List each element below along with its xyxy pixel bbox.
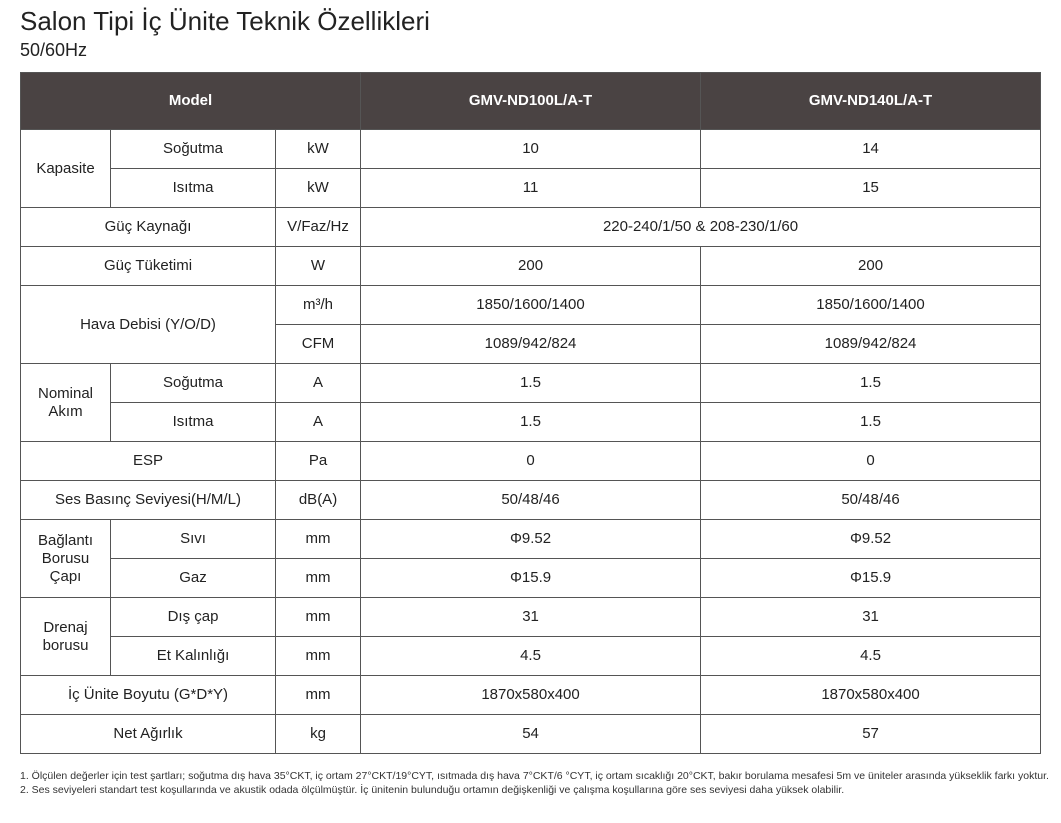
- group-label-line: Borusu: [41, 549, 90, 567]
- table-row: CFM 1089/942/824 1089/942/824: [21, 324, 1042, 364]
- value-cell: 50/48/46: [700, 480, 1042, 520]
- header-model: Model: [19, 72, 362, 130]
- row-unit: kW: [274, 129, 362, 169]
- table-row: Isıtma A 1.5 1.5: [21, 402, 1042, 442]
- row-unit: A: [274, 363, 362, 403]
- row-unit: m³/h: [274, 285, 362, 325]
- row-label: Soğutma: [110, 129, 276, 169]
- row-label: Dış çap: [110, 597, 276, 637]
- group-nominal-akim: Nominal Akım: [20, 363, 111, 442]
- row-unit: mm: [274, 636, 362, 676]
- value-cell: 1870x580x400: [360, 675, 702, 715]
- value-cell: 10: [360, 129, 702, 169]
- group-label-line: borusu: [42, 636, 89, 654]
- row-label: Güç Tüketimi: [20, 246, 276, 286]
- table-row: Isıtma kW 11 15: [21, 168, 1042, 208]
- group-label-line: Drenaj: [43, 618, 88, 636]
- header-model-1: GMV-ND100L/A-T: [360, 72, 702, 130]
- value-cell: Φ9.52: [700, 519, 1042, 559]
- group-label-line: Bağlantı: [37, 531, 94, 549]
- group-baglanti: Bağlantı Borusu Çapı: [20, 519, 111, 598]
- value-cell: Φ15.9: [700, 558, 1042, 598]
- value-cell: 1870x580x400: [700, 675, 1042, 715]
- table-row: Net Ağırlık kg 54 57: [20, 714, 1042, 754]
- row-label: İç Ünite Boyutu (G*D*Y): [20, 675, 276, 715]
- row-label: Gaz: [110, 558, 276, 598]
- value-cell: 4.5: [360, 636, 702, 676]
- value-cell: 1850/1600/1400: [700, 285, 1042, 325]
- row-label: Soğutma: [110, 363, 276, 403]
- value-cell: 14: [700, 129, 1042, 169]
- value-cell: 15: [700, 168, 1042, 208]
- table-row: İç Ünite Boyutu (G*D*Y) mm 1870x580x400 …: [20, 675, 1042, 715]
- row-label: Hava Debisi (Y/O/D): [20, 285, 276, 364]
- value-cell: 11: [360, 168, 702, 208]
- page-subtitle: 50/60Hz: [20, 40, 88, 60]
- table-row: Drenaj borusu Dış çap mm 31 31: [20, 597, 1042, 676]
- row-unit: dB(A): [274, 480, 362, 520]
- value-cell: 1.5: [360, 402, 702, 442]
- row-unit: V/Faz/Hz: [274, 207, 362, 247]
- row-unit: kW: [274, 168, 362, 208]
- table-row: Et Kalınlığı mm 4.5 4.5: [21, 636, 1042, 676]
- footnote-1: 1. Ölçülen değerler için test şartları; …: [20, 770, 1049, 782]
- row-label: Isıtma: [110, 168, 276, 208]
- row-label: ESP: [20, 441, 276, 481]
- header-model-2: GMV-ND140L/A-T: [700, 72, 1042, 130]
- row-unit: mm: [274, 597, 362, 637]
- footnotes: 1. Ölçülen değerler için test şartları; …: [20, 770, 1050, 797]
- table-row: Bağlantı Borusu Çapı Sıvı mm Φ9.52 Φ9.52: [20, 519, 1042, 598]
- value-cell: 200: [360, 246, 702, 286]
- value-cell: 1.5: [360, 363, 702, 403]
- group-kapasite: Kapasite: [20, 129, 111, 208]
- row-label: Et Kalınlığı: [110, 636, 276, 676]
- group-label-line: Akım: [48, 402, 83, 420]
- row-label: Net Ağırlık: [20, 714, 276, 754]
- table-row: Güç Kaynağı V/Faz/Hz 220-240/1/50 & 208-…: [20, 207, 1042, 247]
- value-cell: 1.5: [700, 363, 1042, 403]
- table-row: Gaz mm Φ15.9 Φ15.9: [21, 558, 1042, 598]
- value-cell: 4.5: [700, 636, 1042, 676]
- row-label: Ses Basınç Seviyesi(H/M/L): [20, 480, 276, 520]
- table-row: Güç Tüketimi W 200 200: [20, 246, 1042, 286]
- table-row: Kapasite Soğutma kW 10 14: [20, 129, 1042, 208]
- value-cell: Φ15.9: [360, 558, 702, 598]
- row-unit: kg: [274, 714, 362, 754]
- page-title: Salon Tipi İç Ünite Teknik Özellikleri: [20, 6, 430, 36]
- footnote-2: 2. Ses seviyeleri standart test koşullar…: [20, 783, 845, 796]
- value-cell: Φ9.52: [360, 519, 702, 559]
- row-unit: W: [274, 246, 362, 286]
- value-cell: 0: [700, 441, 1042, 481]
- value-cell: 57: [700, 714, 1042, 754]
- value-cell: 50/48/46: [360, 480, 702, 520]
- group-label-line: Çapı: [49, 567, 82, 585]
- value-cell-merged: 220-240/1/50 & 208-230/1/60: [360, 207, 1042, 247]
- table-row: Hava Debisi (Y/O/D) m³/h 1850/1600/1400 …: [20, 285, 1042, 364]
- value-cell: 1089/942/824: [700, 324, 1042, 364]
- table-row: Nominal Akım Soğutma A 1.5 1.5: [20, 363, 1042, 442]
- group-drenaj: Drenaj borusu: [20, 597, 111, 676]
- value-cell: 200: [700, 246, 1042, 286]
- table-row: Ses Basınç Seviyesi(H/M/L) dB(A) 50/48/4…: [20, 480, 1042, 520]
- value-cell: 54: [360, 714, 702, 754]
- row-unit: CFM: [274, 324, 362, 364]
- value-cell: 1850/1600/1400: [360, 285, 702, 325]
- row-unit: A: [274, 402, 362, 442]
- row-label: Sıvı: [110, 519, 276, 559]
- row-label: Isıtma: [110, 402, 276, 442]
- value-cell: 1089/942/824: [360, 324, 702, 364]
- table-row: ESP Pa 0 0: [20, 441, 1042, 481]
- group-label-line: Nominal: [37, 384, 94, 402]
- row-unit: Pa: [274, 441, 362, 481]
- row-unit: mm: [274, 558, 362, 598]
- value-cell: 31: [360, 597, 702, 637]
- row-label: Güç Kaynağı: [20, 207, 276, 247]
- value-cell: 31: [700, 597, 1042, 637]
- row-unit: mm: [274, 519, 362, 559]
- value-cell: 0: [360, 441, 702, 481]
- row-unit: mm: [274, 675, 362, 715]
- header-row: Model GMV-ND100L/A-T GMV-ND140L/A-T: [19, 72, 1042, 130]
- spec-table: Model GMV-ND100L/A-T GMV-ND140L/A-T Kapa…: [19, 72, 1042, 754]
- value-cell: 1.5: [700, 402, 1042, 442]
